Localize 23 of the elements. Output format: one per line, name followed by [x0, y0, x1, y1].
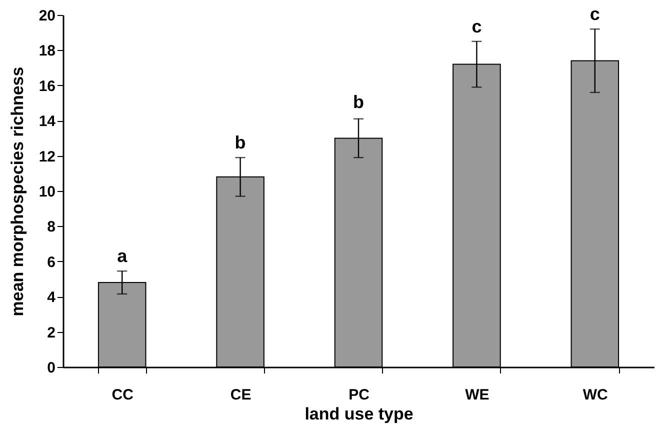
annotation: c [590, 4, 600, 24]
x-tick-label: PC [348, 386, 370, 404]
y-tick-label: 2 [47, 324, 56, 342]
x-tick-label: WC [582, 386, 608, 404]
annotation: a [117, 246, 128, 266]
y-tick-label: 10 [38, 184, 56, 200]
y-axis-title: mean morphospecies richness [8, 66, 27, 316]
x-axis-title: land use type [304, 404, 414, 424]
y-tick-label: 18 [38, 42, 56, 60]
annotation: b [234, 132, 246, 153]
y-tick-label: 6 [47, 254, 56, 271]
y-tick-label: 16 [38, 78, 56, 95]
x-tick-label: CC [112, 386, 134, 404]
y-tick-label: 14 [38, 113, 56, 130]
y-tick-label: 20 [38, 8, 56, 24]
x-tick-label: CE [230, 386, 252, 404]
annotation: c [472, 16, 482, 36]
annotation: b [353, 92, 364, 112]
y-tick-label: 0 [47, 360, 56, 376]
y-tick-label: 12 [38, 148, 56, 166]
y-tick-label: 4 [47, 289, 56, 306]
x-tick-label: WE [465, 386, 490, 404]
y-tick-label: 8 [47, 218, 56, 236]
